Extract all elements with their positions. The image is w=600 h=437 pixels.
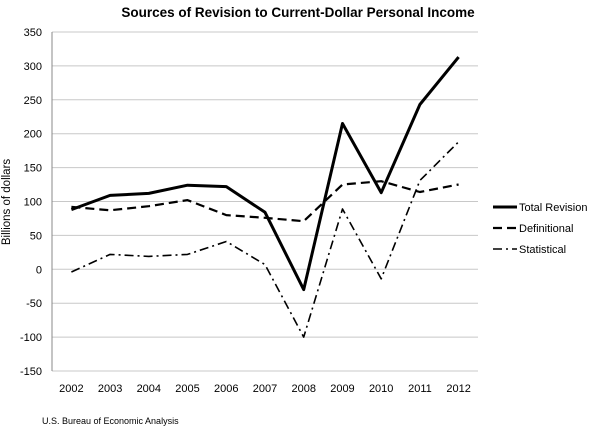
legend-label: Statistical (519, 244, 566, 256)
y-tick-label: 350 (24, 27, 42, 39)
y-tick-label: 150 (24, 163, 42, 175)
series-line-total-revision (70, 56, 460, 292)
y-tick-label: -150 (20, 366, 42, 378)
x-tick-label: 2005 (175, 383, 199, 395)
y-axis-ticks: -150 -100 -50 0 50 100 150 200 250 300 350 (20, 27, 42, 378)
y-tick-label: -50 (26, 298, 42, 310)
series-line-statistical (71, 141, 460, 338)
x-tick-label: 2004 (137, 383, 161, 395)
x-tick-label: 2008 (291, 383, 315, 395)
y-tick-label: 50 (30, 230, 42, 242)
x-tick-label: 2011 (408, 383, 432, 395)
series-line-definitional (71, 180, 459, 223)
y-tick-label: 250 (24, 95, 42, 107)
y-axis-label: Billions of dollars (1, 159, 13, 246)
y-tick-label: 0 (36, 264, 42, 276)
y-tick-label: 100 (24, 197, 42, 209)
x-tick-label: 2007 (253, 383, 277, 395)
x-tick-label: 2006 (214, 383, 238, 395)
x-tick-label: 2009 (330, 383, 354, 395)
x-tick-label: 2003 (98, 383, 122, 395)
y-tick-label: -100 (20, 332, 42, 344)
x-tick-label: 2002 (59, 383, 83, 395)
series-lines (70, 56, 460, 338)
x-axis-ticks: 2002 2003 2004 2005 2006 2007 2008 2009 2010 2011… (59, 383, 471, 395)
chart-grid (51, 31, 478, 372)
y-tick-label: 300 (24, 61, 42, 73)
chart-title: Sources of Revision to Current-Dollar Pe… (121, 5, 475, 20)
legend-label: Total Revision (519, 202, 587, 214)
source-note: U.S. Bureau of Economic Analysis (42, 416, 179, 426)
y-tick-label: 200 (24, 129, 42, 141)
legend: Total Revision Definitional Statistical (493, 202, 587, 256)
legend-label: Definitional (519, 223, 573, 235)
x-tick-label: 2012 (446, 383, 470, 395)
x-tick-label: 2010 (369, 383, 393, 395)
